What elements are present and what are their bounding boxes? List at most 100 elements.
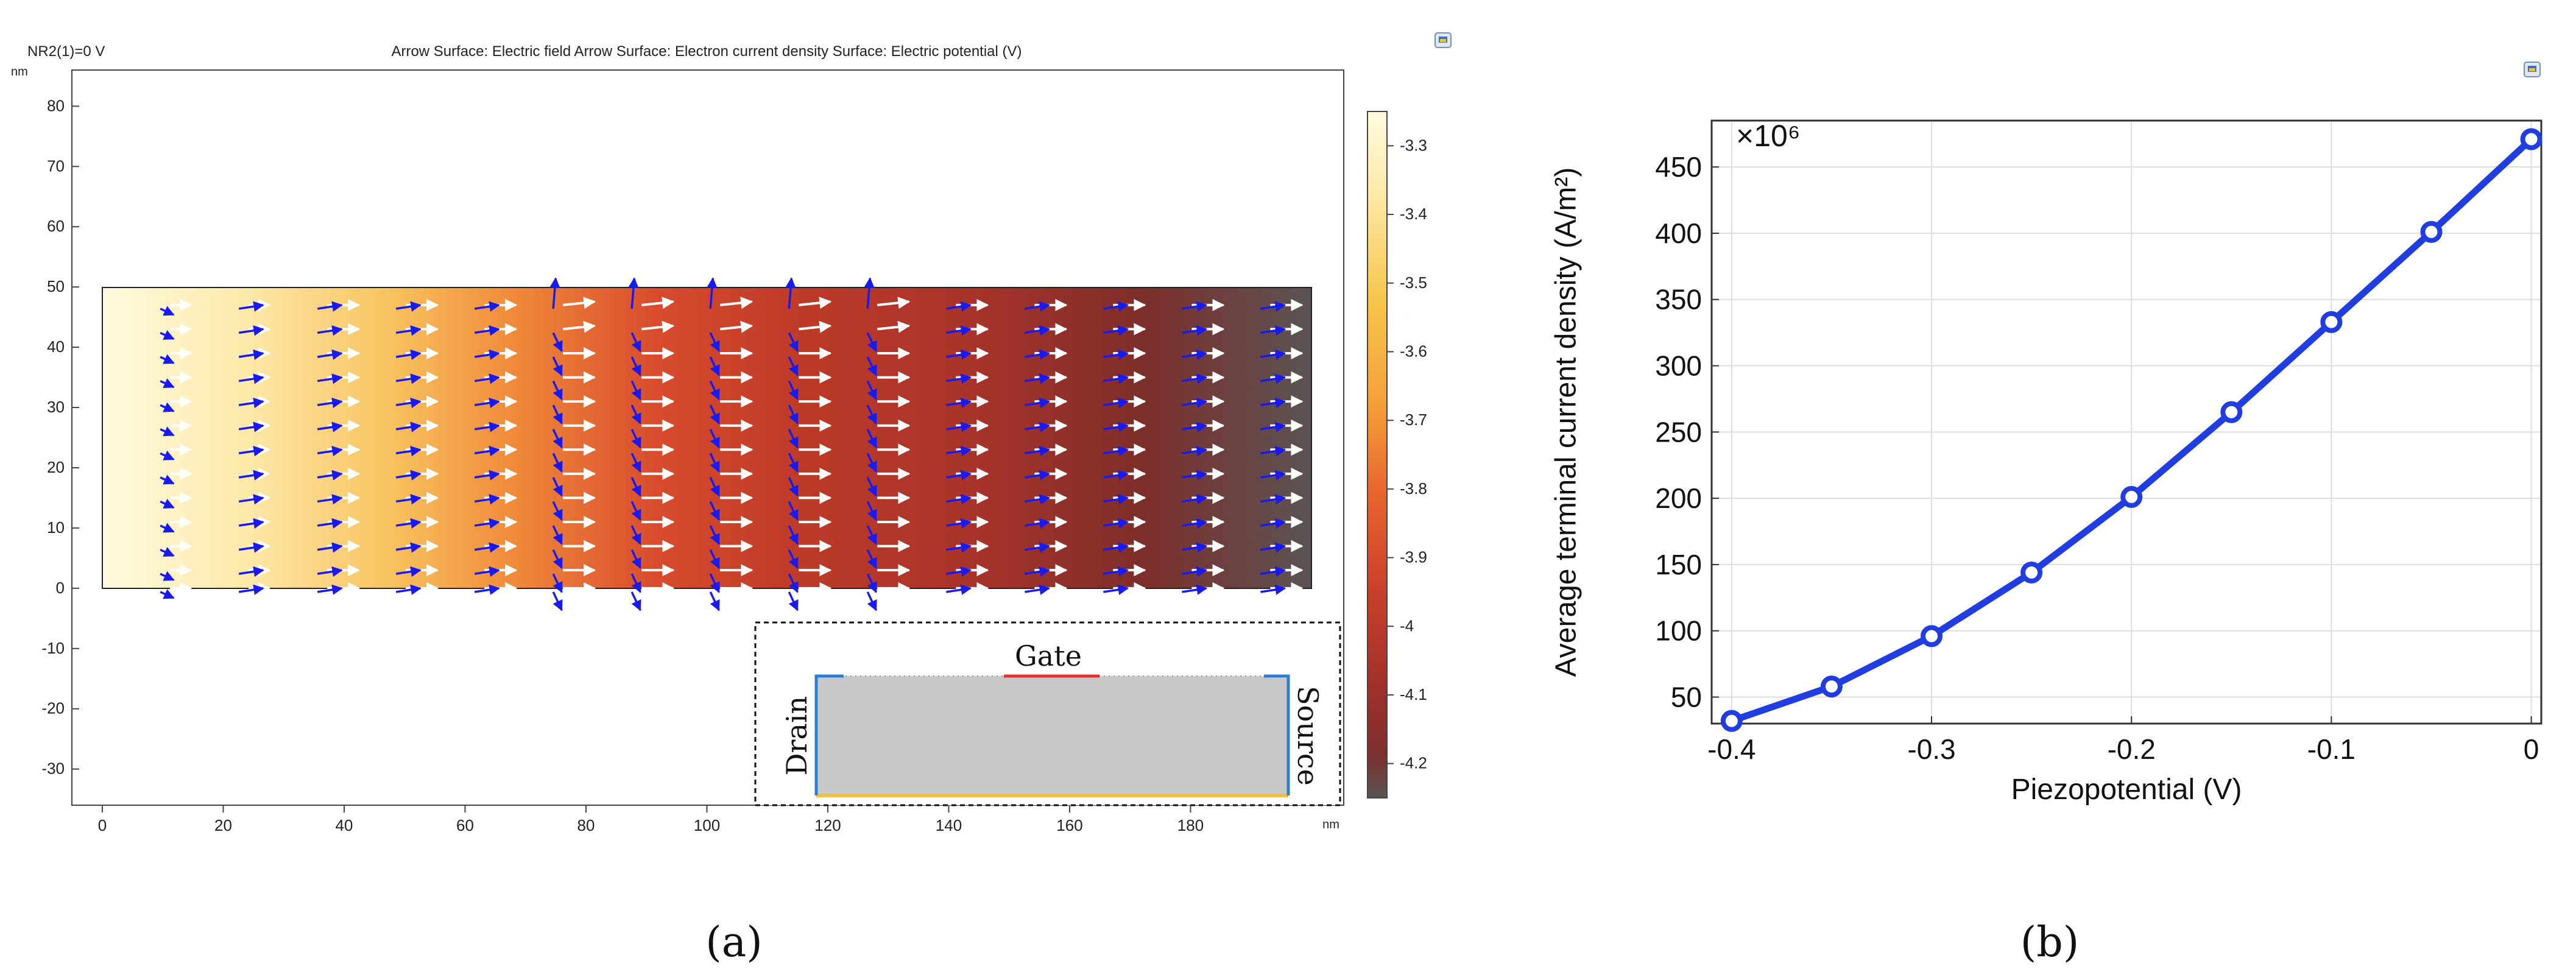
y-tick-label: 150 (1655, 549, 1702, 580)
panel-a-y-axis: 80 70 60 50 40 30 20 10 0 -10 -20 -30 (41, 96, 79, 778)
current-density-arrow (317, 542, 343, 553)
current-density-arrow (866, 549, 877, 569)
colorbar-tick-label--3.5: -3.5 (1400, 273, 1427, 292)
current-density-arrow (395, 445, 422, 457)
current-density-arrow (395, 566, 422, 577)
current-density-arrow (1025, 518, 1051, 529)
y-tick-label-50: 50 (47, 277, 65, 295)
panel-b-grid (1712, 121, 2541, 724)
current-density-arrow (238, 518, 264, 529)
current-density-arrow (1103, 566, 1129, 577)
current-density-arrow (630, 428, 641, 449)
current-density-arrow (160, 450, 175, 460)
current-density-arrow (788, 549, 799, 569)
data-point-marker (2520, 128, 2542, 150)
y-tick-label: 450 (1655, 151, 1702, 183)
current-density-arrow (317, 566, 343, 577)
current-density-arrow (866, 501, 877, 521)
current-density-arrow (788, 501, 799, 521)
colorbar-tick-label--3.7: -3.7 (1400, 411, 1427, 429)
current-density-arrow (395, 397, 422, 409)
y-tick-label-30: 30 (47, 398, 65, 416)
current-density-arrow (866, 453, 877, 473)
current-density-arrow (1025, 397, 1051, 409)
y-tick-label-80: 80 (47, 96, 65, 115)
current-density-arrow (946, 470, 972, 481)
current-density-arrow (395, 470, 422, 481)
current-density-arrow (1103, 421, 1129, 432)
x-tick-label-80: 80 (577, 816, 595, 834)
current-density-arrow (238, 421, 264, 432)
current-density-arrow (474, 494, 500, 505)
current-density-arrow (474, 542, 500, 553)
current-density-arrow (395, 373, 422, 384)
current-density-arrow (946, 373, 972, 384)
source-contact (1264, 674, 1290, 795)
current-density-arrow (1025, 445, 1051, 457)
current-density-arrow (1182, 494, 1208, 505)
current-density-arrow (946, 494, 972, 505)
current-density-arrow (238, 445, 264, 457)
x-tick-label-160: 160 (1056, 816, 1082, 834)
panel-a-header-left: NR2(1)=0 V (27, 43, 105, 60)
x-tick-label: -0.3 (1907, 733, 1955, 765)
current-density-arrow (866, 573, 877, 593)
current-density-arrow (317, 397, 343, 409)
current-density-arrow (474, 445, 500, 457)
data-point-marker (2020, 561, 2043, 583)
current-density-arrow (238, 494, 264, 505)
current-density-arrow (395, 325, 422, 336)
current-density-arrow (866, 356, 877, 376)
y-axis-multiplier: ×10⁶ (1736, 119, 1800, 153)
current-density-arrow (160, 354, 175, 364)
current-density-arrow (709, 549, 720, 569)
current-density-arrow (946, 518, 972, 529)
current-density-arrow (317, 349, 343, 360)
current-density-arrow (160, 571, 175, 581)
graphics-window-icon-b[interactable] (2524, 62, 2541, 77)
current-density-arrow (946, 349, 972, 360)
current-density-arrow (317, 584, 343, 595)
current-density-arrow (160, 498, 175, 509)
current-density-arrow (1260, 325, 1286, 336)
current-density-arrow (474, 301, 500, 312)
panel-a-x-axis: 0 20 40 60 80 100 120 140 160 180 (98, 805, 1204, 834)
current-density-arrow (474, 325, 500, 336)
panel-a: NR2(1)=0 V Arrow Surface: Electric field… (11, 32, 1452, 967)
current-density-arrow (709, 573, 720, 593)
current-density-arrow (395, 584, 422, 595)
current-density-arrow (1103, 349, 1129, 360)
current-density-arrow (866, 525, 877, 545)
colorbar-ticks: -3.3 -3.4 -3.5 -3.6 -3.7 -3.8 -3.9 -4 -4.1 -4.2 (1387, 136, 1427, 772)
current-density-arrow (395, 301, 422, 312)
series-markers (1720, 128, 2542, 732)
y-tick-label--20: -20 (41, 699, 65, 717)
colorbar-tick-label--4: -4 (1400, 616, 1414, 635)
current-density-arrow (1025, 494, 1051, 505)
x-tick-label-40: 40 (336, 816, 353, 834)
device-potential-surface (102, 287, 1312, 589)
current-density-arrow (788, 356, 799, 376)
graphics-window-icon[interactable] (1434, 32, 1452, 48)
current-density-arrow (1260, 566, 1286, 577)
x-tick-label-120: 120 (814, 816, 841, 834)
efield-arrow (563, 297, 596, 309)
current-density-arrow (1182, 584, 1208, 595)
panel-a-plot-frame (71, 69, 1344, 806)
current-density-arrow (866, 477, 877, 497)
current-density-arrow (1182, 397, 1208, 409)
current-density-arrow (1260, 349, 1286, 360)
current-density-arrow (1025, 566, 1051, 577)
current-density-arrow (709, 380, 720, 401)
current-density-arrow (238, 325, 264, 336)
y-tick-label-70: 70 (47, 157, 65, 175)
data-point-marker (1820, 675, 1843, 698)
data-point-marker (1720, 710, 1743, 732)
y-tick-label: 350 (1655, 284, 1702, 316)
current-density-arrow (552, 404, 563, 425)
panel-b-plot-frame (1710, 119, 2542, 725)
current-density-arrow (1260, 421, 1286, 432)
current-density-arrow (552, 591, 563, 612)
current-density-arrow (630, 332, 641, 353)
